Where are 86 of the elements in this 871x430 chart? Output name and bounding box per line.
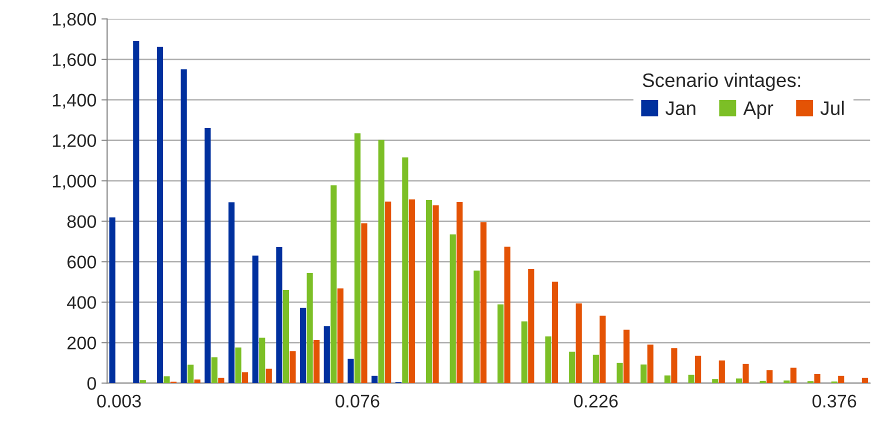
bar — [450, 234, 456, 384]
bar — [252, 256, 258, 384]
bar — [640, 364, 647, 384]
bar — [228, 202, 235, 384]
bar — [290, 351, 296, 384]
bar — [259, 338, 266, 384]
bar — [188, 364, 194, 384]
bar — [164, 376, 170, 384]
bar — [330, 185, 337, 384]
bar — [790, 368, 796, 384]
bar — [314, 340, 320, 384]
bar — [235, 348, 242, 384]
y-tick-label: 1,400 — [52, 94, 96, 109]
bar — [426, 200, 432, 384]
bar — [474, 270, 480, 384]
bar — [378, 140, 384, 384]
bar — [623, 330, 630, 384]
bar — [814, 374, 820, 384]
x-tick-label: 0.076 — [336, 394, 380, 408]
bar — [592, 354, 599, 384]
bar — [600, 316, 606, 384]
bar — [688, 374, 694, 384]
bar — [695, 356, 702, 384]
bar — [569, 352, 576, 384]
x-tick-label: 0.376 — [812, 394, 856, 408]
y-tick-label: 800 — [67, 215, 96, 228]
bar — [647, 344, 654, 384]
bar — [456, 202, 463, 384]
bar — [408, 199, 415, 384]
bar — [742, 364, 749, 384]
bar — [337, 288, 344, 384]
bar — [109, 217, 116, 384]
legend-label: Jan — [666, 102, 696, 116]
bar — [282, 290, 289, 384]
bar — [480, 222, 487, 384]
bar — [133, 40, 140, 384]
bar — [402, 157, 408, 384]
y-tick-label: 1,800 — [52, 12, 96, 28]
y-tick-label: 1,600 — [52, 53, 96, 68]
bar — [324, 326, 330, 384]
bar — [576, 303, 582, 384]
bar — [354, 133, 361, 384]
bar — [348, 358, 354, 384]
bar — [504, 246, 510, 384]
bar — [552, 282, 558, 384]
y-tick-label: 1,000 — [52, 174, 96, 190]
bar — [838, 376, 844, 384]
y-tick-label: 0 — [87, 377, 96, 390]
y-tick-label: 200 — [68, 336, 96, 350]
x-tick-label: 0.226 — [574, 394, 618, 408]
bar — [545, 336, 552, 384]
bar — [194, 379, 200, 384]
y-tick-label: 400 — [67, 296, 96, 309]
y-tick-label: 600 — [68, 256, 96, 268]
bar — [671, 348, 678, 384]
bar — [266, 368, 272, 384]
y-tick-label: 1,200 — [52, 134, 96, 150]
bar — [385, 202, 392, 384]
bar — [736, 378, 742, 384]
bar — [528, 269, 534, 384]
bar — [306, 273, 313, 384]
legend-label: Jul — [820, 100, 844, 116]
bar — [784, 380, 790, 384]
bar — [498, 304, 504, 384]
bar — [432, 205, 439, 384]
bar — [616, 362, 623, 384]
bar — [156, 46, 164, 384]
bar — [862, 378, 868, 384]
bar — [664, 375, 670, 384]
bar — [211, 357, 218, 384]
bar — [180, 69, 187, 384]
bar — [712, 379, 718, 384]
bar — [276, 246, 282, 384]
bar — [372, 376, 378, 384]
bar — [204, 128, 211, 384]
bar — [242, 372, 248, 384]
bar — [521, 321, 528, 384]
x-tick-label: 0.003 — [97, 394, 141, 408]
bar — [718, 360, 725, 384]
bar — [140, 380, 146, 384]
bar — [766, 370, 773, 384]
legend-label: Apr — [743, 102, 774, 119]
bar — [300, 308, 306, 384]
bar — [361, 223, 368, 384]
bar — [218, 378, 224, 384]
legend-title: Scenario vintages: — [642, 72, 800, 91]
